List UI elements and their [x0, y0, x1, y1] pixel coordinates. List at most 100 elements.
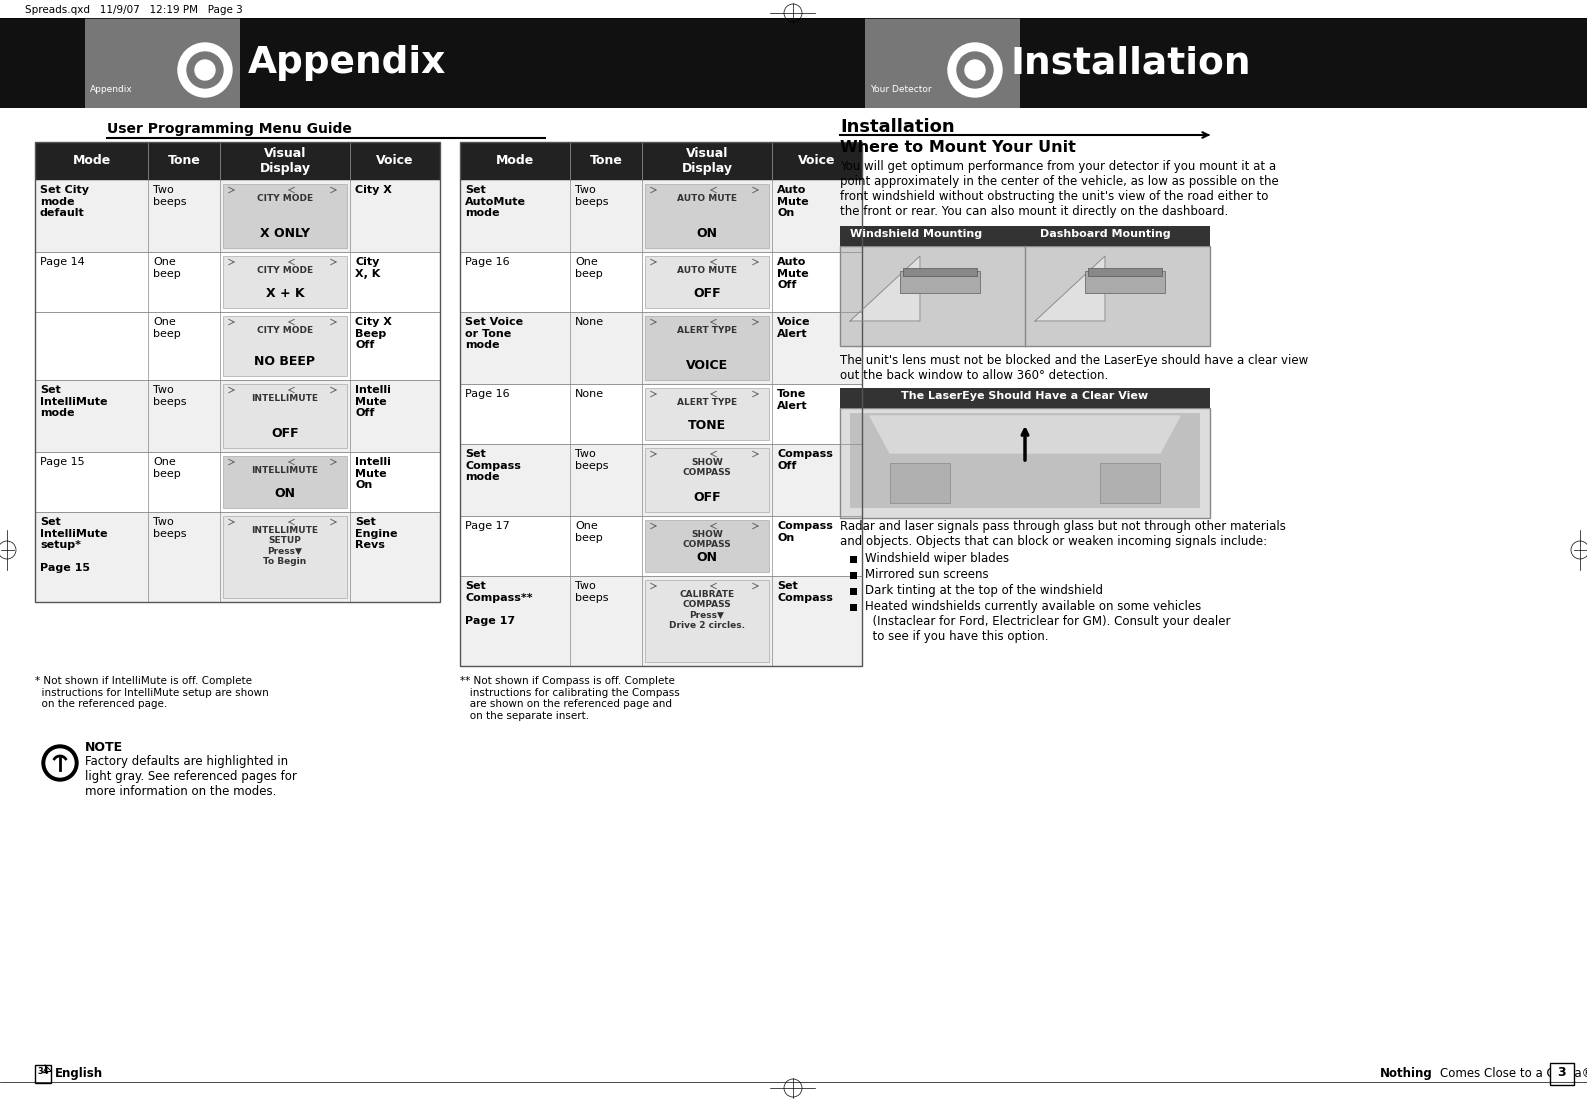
Text: The LaserEye Should Have a Clear View: The LaserEye Should Have a Clear View [901, 390, 1149, 402]
Bar [35, 379, 440, 452]
Bar [644, 388, 770, 440]
Text: Your Detector: Your Detector [870, 85, 932, 94]
Text: Page 14: Page 14 [40, 257, 84, 267]
Text: INTELLIMUTE
SETUP
Press▼
To Begin: INTELLIMUTE SETUP Press▼ To Begin [251, 526, 319, 566]
Bar [840, 408, 1209, 518]
Bar [1550, 1063, 1574, 1085]
Circle shape [41, 745, 78, 781]
Bar [851, 412, 1200, 508]
Bar [460, 180, 862, 252]
Bar [460, 516, 862, 576]
Text: 34: 34 [37, 1067, 49, 1076]
Text: Set
IntelliMute
setup*

Page 15: Set IntelliMute setup* Page 15 [40, 517, 108, 573]
Text: CALIBRATE
COMPASS
Press▼
Drive 2 circles.: CALIBRATE COMPASS Press▼ Drive 2 circles… [670, 590, 744, 630]
Text: Intelli
Mute
Off: Intelli Mute Off [355, 385, 390, 418]
Text: * Not shown if IntelliMute is off. Complete
  instructions for IntelliMute setup: * Not shown if IntelliMute is off. Compl… [35, 676, 268, 710]
Text: English: English [56, 1067, 103, 1080]
Text: OFF: OFF [271, 427, 298, 440]
Bar [851, 572, 857, 579]
Circle shape [947, 43, 1001, 97]
Text: ** Not shown if Compass is off. Complete
   instructions for calibrating the Com: ** Not shown if Compass is off. Complete… [460, 676, 679, 720]
Text: Intelli
Mute
On: Intelli Mute On [355, 456, 390, 491]
Bar [644, 448, 770, 512]
Text: NO BEEP: NO BEEP [254, 355, 316, 368]
Text: One
beep: One beep [152, 257, 181, 278]
Text: Compass
On: Compass On [778, 521, 833, 542]
Text: Heated windshields currently available on some vehicles
  (Instaclear for Ford, : Heated windshields currently available o… [865, 600, 1230, 643]
Bar [224, 256, 348, 308]
Text: ALERT TYPE: ALERT TYPE [678, 326, 736, 336]
Text: CITY MODE: CITY MODE [257, 326, 313, 336]
Bar [851, 588, 857, 595]
Text: None: None [574, 317, 605, 327]
Bar [224, 516, 348, 598]
Bar [865, 18, 1020, 108]
Text: Two
beeps: Two beeps [152, 517, 187, 539]
Text: OFF: OFF [694, 491, 720, 504]
Bar [35, 1065, 51, 1084]
Text: Compass
Off: Compass Off [778, 449, 833, 471]
Text: One
beep: One beep [574, 521, 603, 542]
Bar [224, 316, 348, 376]
Text: X ONLY: X ONLY [260, 227, 309, 240]
Text: Visual
Display: Visual Display [681, 147, 733, 175]
Text: 3: 3 [1558, 1066, 1566, 1079]
Text: Set
Engine
Revs: Set Engine Revs [355, 517, 397, 550]
Bar [644, 256, 770, 308]
Text: Comes Close to a Cobra®: Comes Close to a Cobra® [1439, 1067, 1587, 1080]
Text: Nothing: Nothing [1381, 1067, 1433, 1080]
Text: Two
beeps: Two beeps [152, 185, 187, 207]
Text: Voice
Alert: Voice Alert [778, 317, 811, 339]
Text: Dashboard Mounting: Dashboard Mounting [1039, 229, 1171, 239]
Text: OFF: OFF [694, 287, 720, 300]
Text: Auto
Mute
Off: Auto Mute Off [778, 257, 809, 290]
Bar [35, 512, 440, 602]
Text: One
beep: One beep [152, 317, 181, 339]
Text: CITY MODE: CITY MODE [257, 266, 313, 275]
Text: City X: City X [355, 185, 392, 195]
Text: INTELLIMUTE: INTELLIMUTE [251, 394, 319, 403]
Text: Dark tinting at the top of the windshield: Dark tinting at the top of the windshiel… [865, 584, 1103, 597]
Bar [460, 142, 862, 666]
Bar [1086, 271, 1165, 293]
Text: Windshield wiper blades: Windshield wiper blades [865, 552, 1009, 565]
Text: Mode: Mode [495, 154, 535, 167]
Text: Auto
Mute
On: Auto Mute On [778, 185, 809, 218]
Text: ON: ON [697, 551, 717, 564]
Text: Page 15: Page 15 [40, 456, 84, 468]
Bar [224, 384, 348, 448]
Text: CITY MODE: CITY MODE [257, 194, 313, 204]
Text: Voice: Voice [798, 154, 836, 167]
Text: One
beep: One beep [574, 257, 603, 278]
Text: ALERT TYPE: ALERT TYPE [678, 398, 736, 407]
Text: You will get optimum performance from your detector if you mount it at a
point a: You will get optimum performance from yo… [840, 160, 1279, 218]
Text: ON: ON [275, 487, 295, 500]
Bar [851, 556, 857, 563]
Text: INTELLIMUTE: INTELLIMUTE [251, 466, 319, 475]
Text: Where to Mount Your Unit: Where to Mount Your Unit [840, 140, 1076, 155]
Bar [35, 1065, 51, 1084]
Text: Tone: Tone [168, 154, 200, 167]
Bar [35, 142, 440, 602]
Text: Visual
Display: Visual Display [260, 147, 311, 175]
Bar [1089, 268, 1162, 276]
Bar [840, 388, 1209, 408]
Bar [794, 18, 1587, 108]
Text: Mirrored sun screens: Mirrored sun screens [865, 568, 989, 581]
Text: VOICE: VOICE [686, 359, 728, 372]
Text: ON: ON [697, 227, 717, 240]
Text: None: None [574, 389, 605, 399]
Bar [35, 142, 440, 180]
Text: User Programming Menu Guide: User Programming Menu Guide [106, 122, 352, 136]
Text: AUTO MUTE: AUTO MUTE [678, 266, 736, 275]
Text: X + K: X + K [265, 287, 305, 300]
Text: SHOW
COMPASS: SHOW COMPASS [682, 530, 732, 549]
Text: Page 16: Page 16 [465, 389, 509, 399]
Bar [460, 312, 862, 384]
Bar [840, 226, 1209, 246]
Polygon shape [870, 416, 1181, 453]
Text: Voice: Voice [376, 154, 414, 167]
Polygon shape [1035, 256, 1105, 321]
Bar [903, 268, 978, 276]
Text: Two
beeps: Two beeps [152, 385, 187, 407]
